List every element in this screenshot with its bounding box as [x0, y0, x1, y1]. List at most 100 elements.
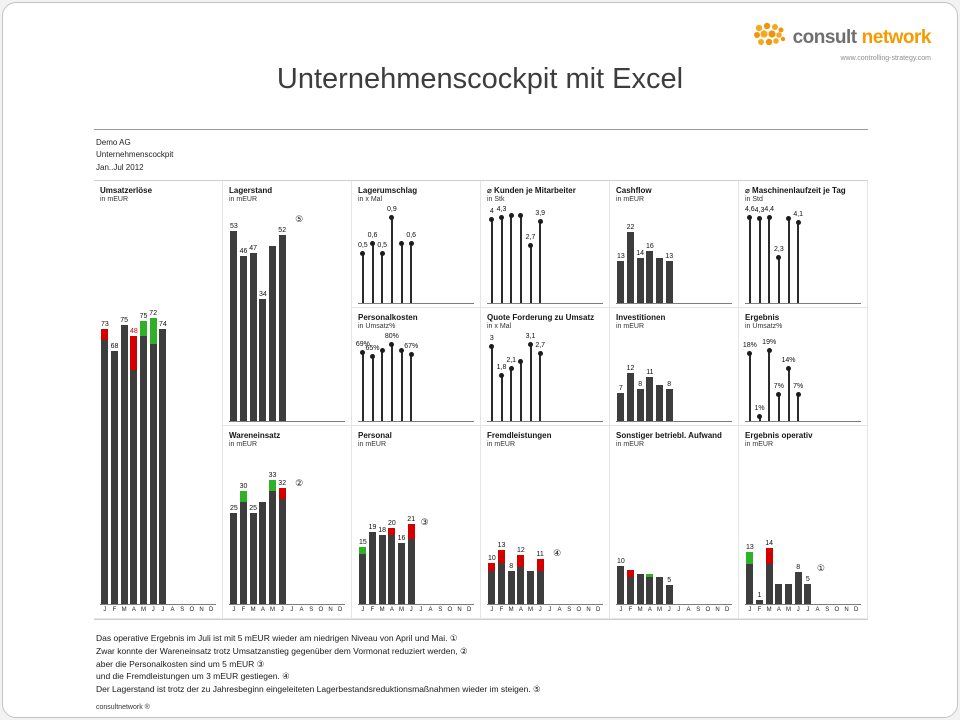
bar	[646, 377, 654, 422]
chart-slot	[335, 206, 345, 421]
lollipop-dot	[408, 240, 414, 246]
chart-slot	[822, 206, 832, 303]
month-label: S	[696, 607, 701, 614]
value-label: 11	[536, 550, 544, 558]
chart-slot: 52	[277, 206, 287, 422]
month-label: D	[467, 607, 472, 614]
chart-slot: 19%	[762, 333, 776, 422]
bar	[240, 491, 247, 605]
month-label: A	[776, 607, 781, 614]
chart-slot: 0,5	[377, 206, 387, 304]
chart-slot	[258, 451, 268, 605]
lollipop-stem	[499, 215, 504, 304]
deviation-segment	[498, 550, 505, 563]
lollipop-dot	[795, 219, 801, 225]
bar	[665, 389, 673, 422]
month-label: A	[389, 607, 394, 614]
chart-slot	[197, 206, 207, 604]
chart-slot: 13	[616, 206, 626, 304]
month-label: D	[725, 607, 730, 614]
value-label: 4,3	[496, 206, 507, 214]
chart-slot	[306, 206, 316, 421]
chart-slot	[851, 451, 861, 604]
chart-slot: 74	[158, 206, 168, 605]
chart-slot	[693, 333, 703, 421]
lollipop-stem	[518, 358, 524, 422]
value-label: 2,3	[773, 245, 784, 253]
deviation-segment	[240, 491, 247, 503]
chart-slot	[684, 206, 694, 303]
chart-slot: 4,3	[496, 206, 507, 304]
chart-slot	[316, 451, 326, 604]
chart-slot: 15	[358, 451, 368, 605]
month-label: A	[299, 607, 304, 614]
bar	[765, 547, 773, 605]
value-label: 72	[149, 309, 158, 317]
chart-slot	[803, 206, 813, 303]
chart-title: Lagerumschlag	[358, 186, 418, 196]
lollipop-dot	[360, 349, 366, 355]
chart-slot: 65%	[366, 333, 380, 422]
chart-slot	[426, 333, 436, 421]
value-label: 10	[487, 554, 496, 562]
chart-slot	[803, 333, 813, 421]
bar	[756, 600, 763, 605]
bar	[656, 577, 664, 605]
annotation-badge: ②	[295, 477, 304, 488]
chart-title: Personal	[358, 431, 392, 441]
lollipop-dot	[379, 250, 385, 256]
chart-slot	[813, 451, 823, 604]
chart-cashflow: Cashflow in mEUR 13 22 14 16 13	[610, 181, 739, 309]
value-label: 12	[516, 546, 525, 554]
bar	[278, 234, 286, 422]
chart-slot: 16	[645, 206, 655, 304]
value-label: 14%	[781, 356, 796, 364]
month-label: F	[757, 607, 762, 614]
bar	[398, 542, 406, 605]
month-label: S	[180, 607, 185, 614]
chart-slot: 72	[148, 206, 158, 605]
value-label: 13	[616, 253, 625, 261]
lollipop-stem	[379, 250, 385, 304]
lollipop-stem	[795, 391, 801, 422]
month-label: J	[280, 607, 284, 614]
chart-slot	[722, 206, 732, 303]
chart-slot: 14	[764, 451, 774, 605]
chart-slot	[703, 206, 713, 303]
chart-slot	[645, 451, 655, 605]
month-label: M	[141, 607, 147, 614]
month-label: O	[705, 607, 711, 614]
logo-text-consult: consult	[792, 26, 858, 48]
value-label: 3,9	[535, 209, 546, 217]
month-label: M	[786, 607, 792, 614]
chart-unit: in mEUR	[616, 323, 645, 331]
chart-lagerstand: Lagerstand in mEUR 53 46 47 34 52 ⑤	[223, 181, 352, 427]
chart-title: Wareneinsatz	[229, 431, 281, 441]
chart-slot	[455, 451, 465, 604]
chart-slot: 2,7	[535, 333, 545, 422]
chart-slot	[168, 206, 178, 604]
month-label: M	[121, 607, 127, 614]
chart-slot	[435, 206, 445, 303]
lollipop-dot	[408, 351, 414, 357]
deviation-segment	[278, 487, 286, 499]
value-label: 10	[616, 557, 625, 565]
value-label: 7	[618, 385, 623, 393]
lollipop-stem	[489, 216, 495, 304]
lollipop-stem	[528, 243, 534, 304]
chart-slot	[545, 451, 555, 604]
bar	[259, 502, 267, 605]
bar	[407, 523, 415, 605]
commentary-line: Zwar konnte der Wareneinsatz trotz Umsat…	[96, 645, 468, 656]
value-label: 33	[268, 472, 277, 480]
value-label: 46	[239, 248, 248, 256]
bar	[636, 257, 644, 304]
chart-plot: 13 1 14 8 5 ①	[745, 451, 861, 606]
lollipop-stem	[537, 218, 543, 304]
deviation-segment	[130, 336, 138, 370]
value-label: 16	[397, 534, 406, 542]
logo-url: www.controlling-strategy.com	[840, 55, 931, 62]
bar	[617, 393, 625, 422]
chart-title: Cashflow	[616, 186, 652, 196]
